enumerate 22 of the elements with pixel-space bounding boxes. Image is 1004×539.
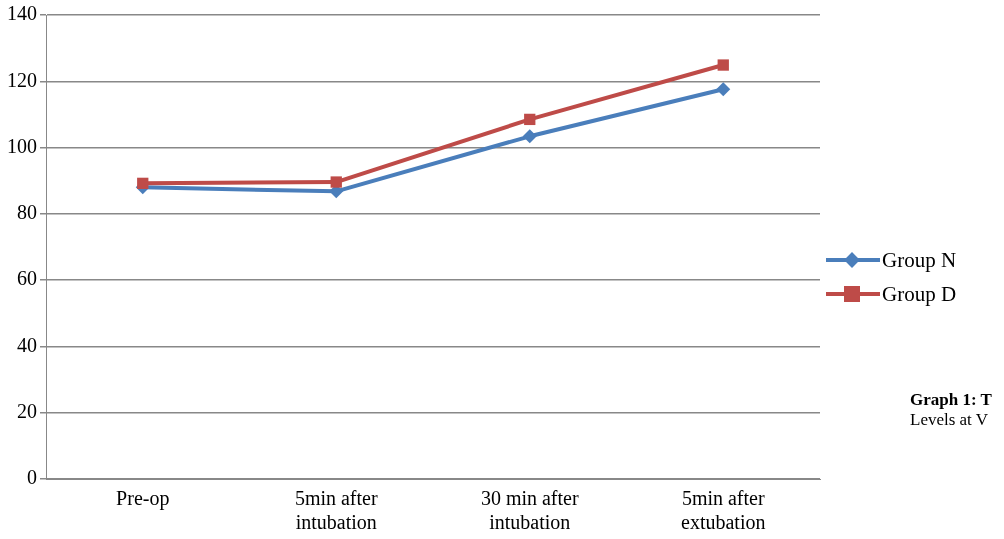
legend-label: Group D [882,281,957,307]
y-tick-label: 80 [17,201,37,224]
y-tick-label: 140 [7,2,37,25]
point [524,113,536,126]
y-tick-label: 20 [17,399,37,422]
y-tick-label: 100 [7,134,37,157]
point [137,177,149,190]
y-tick-label: 60 [17,267,37,290]
y-tick-label: 40 [17,333,37,356]
x-tick-label: 30 min after intubation [480,487,579,534]
x-tick-label: 5min after extubation [681,487,766,534]
legend-label: Group N [882,247,957,273]
y-tick-label: 120 [7,68,37,91]
text: Levels at V [910,410,990,430]
point [716,82,731,97]
point [330,176,342,188]
point [717,59,729,71]
caption: Graph 1: T [910,390,992,410]
x-tick-label: Pre-op [116,487,170,511]
y-tick-label: 0 [27,466,37,489]
x-tick-label: 5min after intubation [294,487,378,534]
point [522,129,537,144]
